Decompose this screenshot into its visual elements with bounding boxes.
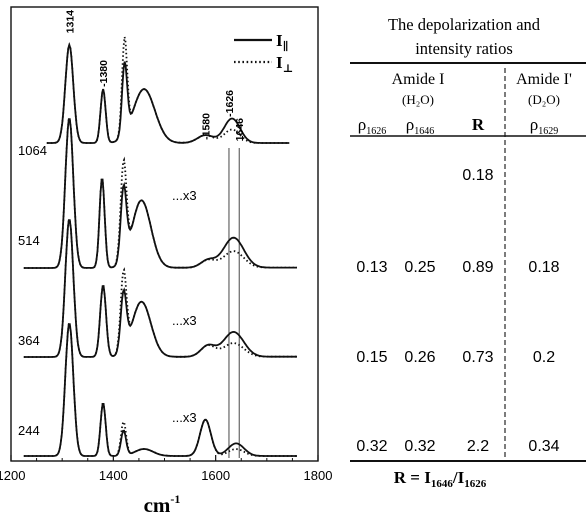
column-header-0: ρ1626 (358, 115, 386, 137)
spectrum-364-solid (23, 219, 297, 358)
spectra-chart: 1064 514 ...x3 364 ...x3 244 ...x3 1200 1400 160… (0, 6, 332, 517)
spectrum-1064-solid (46, 42, 290, 144)
excitation-label-514: 514 (18, 233, 40, 248)
column-header-1: ρ1646 (406, 115, 434, 137)
table-cell-r2-c2: 0.73 (462, 349, 493, 366)
peak-label-1380: -1380 (98, 60, 110, 87)
column-header-3: ρ1629 (530, 115, 558, 137)
group2-solvent: (D₂O) (528, 92, 560, 107)
column-header-2: R (472, 115, 485, 134)
excitation-label-364: 364 (18, 333, 40, 348)
legend: I∥I⊥ (234, 31, 293, 75)
table-cell-r3-c0: 0.32 (356, 438, 387, 455)
table-cell-r0-c2: 0.18 (462, 167, 493, 184)
table-footer-formula: R = I1646/I1626 (394, 468, 487, 490)
x-tick-label-1600: 1600 (201, 468, 230, 483)
spectrum-244-dotted (23, 323, 297, 457)
table-cell-r1-c1: 0.25 (404, 259, 435, 276)
group1-solvent: (H₂O) (402, 92, 434, 107)
plot-frame (10, 6, 319, 462)
x-tick-label-1400: 1400 (99, 468, 128, 483)
group2-label: Amide I' (516, 71, 572, 88)
peak-label-1314: 1314 (64, 10, 76, 34)
table-cell-r3-c2: 2.2 (467, 438, 489, 455)
multiplier-label-514: ...x3 (172, 188, 197, 203)
peak-guide-lines (228, 148, 240, 458)
table-cell-r2-c0: 0.15 (356, 349, 387, 366)
peak-label-1626: -1626 (224, 90, 236, 117)
table-title-line2: intensity ratios (415, 39, 513, 58)
spectra-group: 1064 514 ...x3 364 ...x3 244 ...x3 (18, 36, 297, 457)
peak-label-1580: -1580 (200, 113, 212, 140)
table-cell-r1-c0: 0.13 (356, 259, 387, 276)
spectrum-514-solid (23, 118, 297, 269)
group1-label: Amide I (392, 71, 445, 88)
spectrum-364-dotted (23, 219, 297, 358)
x-axis-label: cm-1 (144, 492, 181, 517)
x-axis-ticks: 1200 1400 1600 1800 (0, 455, 332, 483)
table-rows: 0.18 0.13 0.25 0.89 0.18 0.15 0.26 0.73 0.2 0.32 0… (356, 167, 559, 455)
table-cell-r2-c1: 0.26 (404, 349, 435, 366)
table-title-line1: The depolarization and (388, 15, 541, 34)
table-cell-r3-c1: 0.32 (404, 438, 435, 455)
table-cell-r3-c3: 0.34 (528, 438, 559, 455)
table-cell-r1-c3: 0.18 (528, 259, 559, 276)
multiplier-label-364: ...x3 (172, 313, 197, 328)
table-cell-r2-c3: 0.2 (533, 349, 555, 366)
table-cell-r1-c2: 0.89 (462, 259, 493, 276)
spectrum-244-solid (23, 323, 297, 457)
legend-label-solid: I∥ (276, 31, 288, 53)
ratio-table: The depolarization and intensity ratios … (350, 15, 586, 490)
spectrum-1064-dotted (46, 36, 290, 144)
multiplier-label-244: ...x3 (172, 410, 197, 425)
legend-label-dotted: I⊥ (276, 53, 293, 75)
peak-label-1646: 1646 (234, 118, 246, 142)
x-tick-label-1800: 1800 (304, 468, 333, 483)
excitation-label-244: 244 (18, 423, 40, 438)
excitation-label-1064: 1064 (18, 143, 47, 158)
x-tick-label-1200: 1200 (0, 468, 25, 483)
